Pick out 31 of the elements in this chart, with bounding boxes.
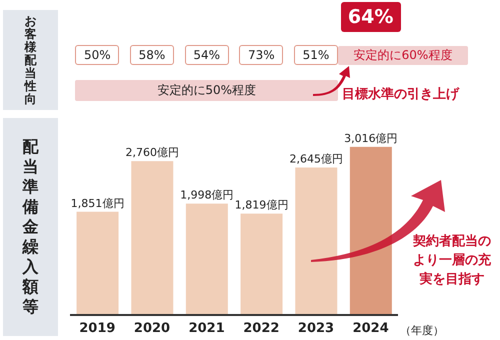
data-label: 2,645億円 [289,152,343,166]
bar [350,146,392,315]
text: 51% [294,45,338,65]
data-label: 2,760億円 [125,146,179,160]
bar [186,204,228,315]
bar [131,161,174,315]
text: お客様配当性向 [24,14,38,106]
text: 契約者配当のより一層の充実を目指す [412,233,492,289]
text: 58% [130,45,174,65]
bar [295,168,338,315]
x-tick-label: 2022 [243,321,280,336]
bar [240,214,283,315]
x-tick-label: 2019 [79,321,116,336]
text: 安定的に60%程度 [338,46,468,65]
x-tick-label: 2020 [134,321,170,336]
text: 64% [340,2,401,32]
x-tick-label: 2023 [298,321,334,336]
text: 配当準備金繰入額等 [22,137,38,316]
bar [76,212,119,315]
data-label: 3,016億円 [344,132,398,145]
x-tick-label: 2021 [188,321,225,336]
data-label: 1,998億円 [180,188,234,202]
text: 50% [75,45,120,65]
x-axis-title: （年度） [400,323,444,338]
data-label: 1,851億円 [70,196,124,210]
data-label: 1,819億円 [234,198,288,212]
text: 目標水準の引き上げ [342,86,459,103]
text: 73% [239,45,284,65]
x-tick-label: 2024 [352,321,389,336]
text: 54% [184,45,229,65]
text: 安定的に50%程度 [75,80,338,101]
